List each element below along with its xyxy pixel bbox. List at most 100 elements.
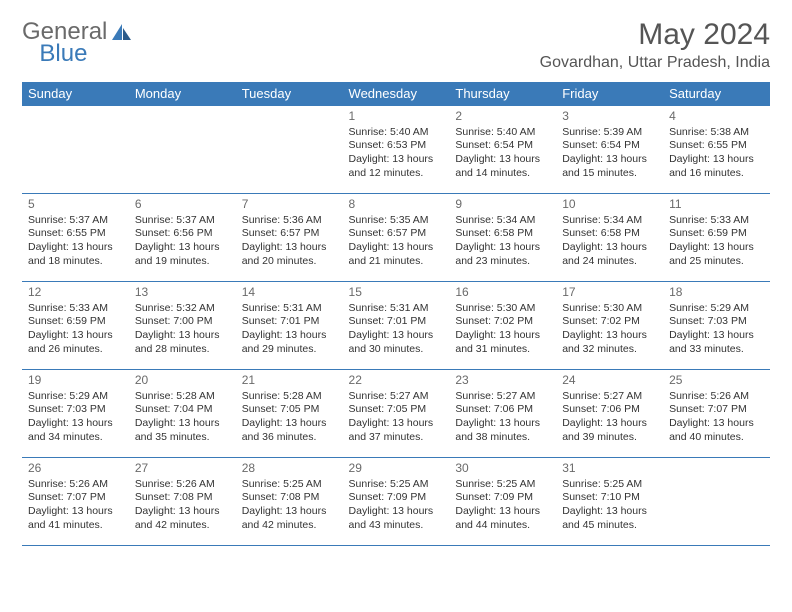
day-dl1: Daylight: 13 hours: [562, 241, 657, 255]
day-sunrise: Sunrise: 5:25 AM: [562, 478, 657, 492]
day-sunset: Sunset: 7:04 PM: [135, 403, 230, 417]
day-dl2: and 45 minutes.: [562, 519, 657, 533]
calendar-table: SundayMondayTuesdayWednesdayThursdayFrid…: [22, 82, 770, 546]
day-dl2: and 18 minutes.: [28, 255, 123, 269]
day-sunset: Sunset: 6:55 PM: [28, 227, 123, 241]
day-dl2: and 37 minutes.: [349, 431, 444, 445]
day-sunset: Sunset: 6:57 PM: [349, 227, 444, 241]
day-number: 15: [349, 285, 444, 301]
day-sunrise: Sunrise: 5:32 AM: [135, 302, 230, 316]
day-sunrise: Sunrise: 5:29 AM: [28, 390, 123, 404]
day-number: 2: [455, 109, 550, 125]
calendar-day-cell: 15Sunrise: 5:31 AMSunset: 7:01 PMDayligh…: [343, 282, 450, 370]
day-sunset: Sunset: 7:00 PM: [135, 315, 230, 329]
day-sunset: Sunset: 7:08 PM: [135, 491, 230, 505]
weekday-header: Sunday: [22, 82, 129, 106]
calendar-day-cell: 16Sunrise: 5:30 AMSunset: 7:02 PMDayligh…: [449, 282, 556, 370]
calendar-day-cell: 13Sunrise: 5:32 AMSunset: 7:00 PMDayligh…: [129, 282, 236, 370]
calendar-day-cell: 17Sunrise: 5:30 AMSunset: 7:02 PMDayligh…: [556, 282, 663, 370]
day-number: 28: [242, 461, 337, 477]
calendar-body: 1Sunrise: 5:40 AMSunset: 6:53 PMDaylight…: [22, 106, 770, 546]
calendar-day-cell: 12Sunrise: 5:33 AMSunset: 6:59 PMDayligh…: [22, 282, 129, 370]
day-sunset: Sunset: 7:06 PM: [455, 403, 550, 417]
calendar-day-cell: 23Sunrise: 5:27 AMSunset: 7:06 PMDayligh…: [449, 370, 556, 458]
day-sunrise: Sunrise: 5:34 AM: [562, 214, 657, 228]
day-number: 24: [562, 373, 657, 389]
calendar-day-cell: 10Sunrise: 5:34 AMSunset: 6:58 PMDayligh…: [556, 194, 663, 282]
day-dl2: and 42 minutes.: [135, 519, 230, 533]
day-dl2: and 36 minutes.: [242, 431, 337, 445]
day-number: 22: [349, 373, 444, 389]
day-number: 4: [669, 109, 764, 125]
day-sunrise: Sunrise: 5:30 AM: [562, 302, 657, 316]
calendar-day-cell: [236, 106, 343, 194]
day-dl2: and 26 minutes.: [28, 343, 123, 357]
day-dl2: and 20 minutes.: [242, 255, 337, 269]
weekday-header: Thursday: [449, 82, 556, 106]
day-sunrise: Sunrise: 5:31 AM: [349, 302, 444, 316]
day-number: 29: [349, 461, 444, 477]
day-sunrise: Sunrise: 5:27 AM: [455, 390, 550, 404]
day-dl2: and 40 minutes.: [669, 431, 764, 445]
calendar-day-cell: 14Sunrise: 5:31 AMSunset: 7:01 PMDayligh…: [236, 282, 343, 370]
day-dl1: Daylight: 13 hours: [455, 153, 550, 167]
day-dl1: Daylight: 13 hours: [349, 417, 444, 431]
day-sunrise: Sunrise: 5:35 AM: [349, 214, 444, 228]
day-number: 21: [242, 373, 337, 389]
day-number: 1: [349, 109, 444, 125]
calendar-day-cell: 8Sunrise: 5:35 AMSunset: 6:57 PMDaylight…: [343, 194, 450, 282]
day-dl1: Daylight: 13 hours: [242, 505, 337, 519]
day-dl2: and 14 minutes.: [455, 167, 550, 181]
day-number: 18: [669, 285, 764, 301]
calendar-day-cell: 28Sunrise: 5:25 AMSunset: 7:08 PMDayligh…: [236, 458, 343, 546]
day-dl2: and 32 minutes.: [562, 343, 657, 357]
day-sunrise: Sunrise: 5:27 AM: [349, 390, 444, 404]
calendar-day-cell: 30Sunrise: 5:25 AMSunset: 7:09 PMDayligh…: [449, 458, 556, 546]
weekday-row: SundayMondayTuesdayWednesdayThursdayFrid…: [22, 82, 770, 106]
day-sunrise: Sunrise: 5:26 AM: [28, 478, 123, 492]
day-dl1: Daylight: 13 hours: [455, 329, 550, 343]
calendar-head: SundayMondayTuesdayWednesdayThursdayFrid…: [22, 82, 770, 106]
calendar-day-cell: 31Sunrise: 5:25 AMSunset: 7:10 PMDayligh…: [556, 458, 663, 546]
day-sunset: Sunset: 7:07 PM: [669, 403, 764, 417]
day-sunset: Sunset: 6:53 PM: [349, 139, 444, 153]
weekday-header: Friday: [556, 82, 663, 106]
day-number: 26: [28, 461, 123, 477]
day-dl1: Daylight: 13 hours: [135, 417, 230, 431]
day-dl1: Daylight: 13 hours: [669, 153, 764, 167]
day-sunset: Sunset: 7:07 PM: [28, 491, 123, 505]
day-dl1: Daylight: 13 hours: [242, 329, 337, 343]
day-sunrise: Sunrise: 5:36 AM: [242, 214, 337, 228]
calendar-week-row: 12Sunrise: 5:33 AMSunset: 6:59 PMDayligh…: [22, 282, 770, 370]
day-number: 17: [562, 285, 657, 301]
day-sunset: Sunset: 7:05 PM: [349, 403, 444, 417]
day-number: 7: [242, 197, 337, 213]
day-number: 20: [135, 373, 230, 389]
calendar-day-cell: 7Sunrise: 5:36 AMSunset: 6:57 PMDaylight…: [236, 194, 343, 282]
day-number: 30: [455, 461, 550, 477]
day-dl1: Daylight: 13 hours: [135, 505, 230, 519]
calendar-day-cell: 19Sunrise: 5:29 AMSunset: 7:03 PMDayligh…: [22, 370, 129, 458]
day-sunset: Sunset: 7:06 PM: [562, 403, 657, 417]
day-number: 5: [28, 197, 123, 213]
calendar-day-cell: 21Sunrise: 5:28 AMSunset: 7:05 PMDayligh…: [236, 370, 343, 458]
calendar-day-cell: 9Sunrise: 5:34 AMSunset: 6:58 PMDaylight…: [449, 194, 556, 282]
calendar-day-cell: 20Sunrise: 5:28 AMSunset: 7:04 PMDayligh…: [129, 370, 236, 458]
day-dl2: and 29 minutes.: [242, 343, 337, 357]
day-sunset: Sunset: 6:59 PM: [669, 227, 764, 241]
calendar-day-cell: [129, 106, 236, 194]
day-dl1: Daylight: 13 hours: [349, 153, 444, 167]
day-dl1: Daylight: 13 hours: [349, 241, 444, 255]
day-dl2: and 42 minutes.: [242, 519, 337, 533]
day-dl2: and 30 minutes.: [349, 343, 444, 357]
day-dl2: and 12 minutes.: [349, 167, 444, 181]
day-number: 12: [28, 285, 123, 301]
day-dl1: Daylight: 13 hours: [562, 505, 657, 519]
day-number: 6: [135, 197, 230, 213]
day-dl1: Daylight: 13 hours: [562, 153, 657, 167]
day-sunset: Sunset: 7:01 PM: [349, 315, 444, 329]
day-dl2: and 16 minutes.: [669, 167, 764, 181]
day-dl2: and 41 minutes.: [28, 519, 123, 533]
title-block: May 2024 Govardhan, Uttar Pradesh, India: [540, 18, 770, 72]
day-sunset: Sunset: 7:02 PM: [562, 315, 657, 329]
